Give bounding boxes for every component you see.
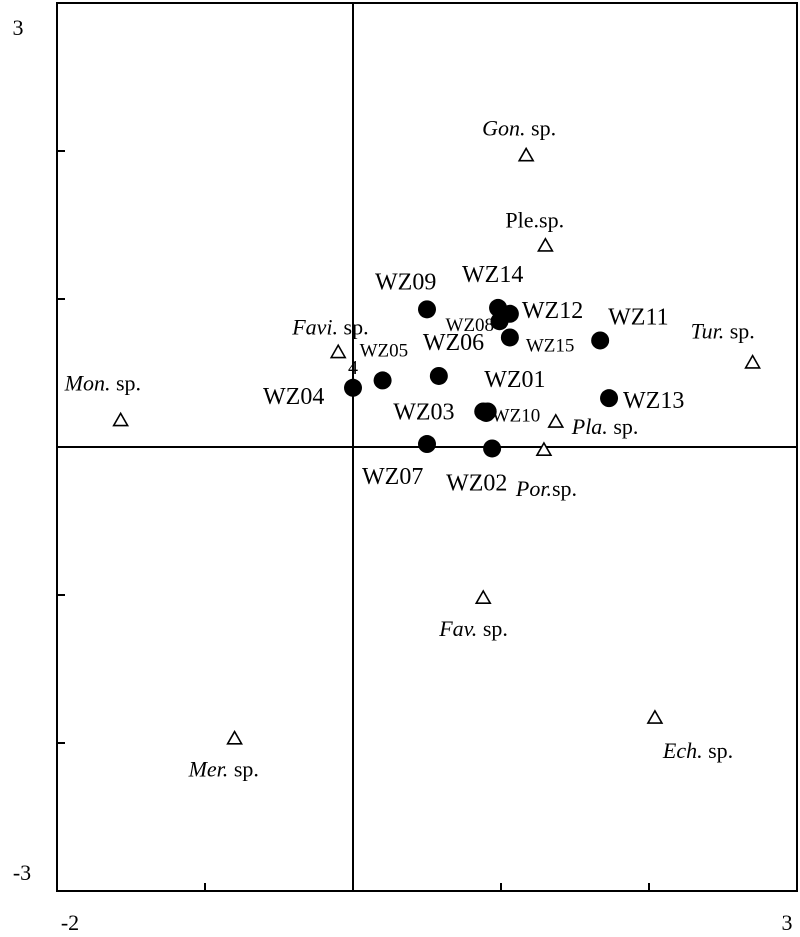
site-point xyxy=(344,378,362,397)
y-tick-label-max: 3 xyxy=(13,15,24,40)
species-point xyxy=(517,146,535,162)
species-point xyxy=(226,729,243,745)
species-label: Mon. sp. xyxy=(64,370,141,395)
species-label: Gon. sp. xyxy=(482,115,556,140)
site-label: WZ06 xyxy=(423,330,484,356)
annotations: 4 xyxy=(348,357,358,379)
x-tick-label-min: -2 xyxy=(61,910,79,935)
site-point xyxy=(600,389,619,408)
site-label: WZ11 xyxy=(608,304,668,330)
site-label: WZ14 xyxy=(462,262,523,288)
y-tick-label-min: -3 xyxy=(13,860,31,885)
site-label: WZ01 xyxy=(484,367,545,393)
species-point xyxy=(112,411,130,427)
site-point xyxy=(418,300,436,319)
species-point xyxy=(329,343,347,359)
site-point xyxy=(478,402,497,421)
species-point xyxy=(547,413,565,428)
site-label: WZ08 xyxy=(446,315,495,336)
species-label: Por.sp. xyxy=(515,476,577,501)
site-point xyxy=(418,435,436,454)
site-label: WZ09 xyxy=(375,269,436,295)
site-point xyxy=(591,331,610,350)
site-point xyxy=(500,328,519,347)
species-point xyxy=(744,354,761,369)
species-label: Ple.sp. xyxy=(505,208,564,233)
species-point xyxy=(535,441,553,457)
site-point xyxy=(429,366,448,385)
species-label: Favi. sp. xyxy=(291,314,368,339)
site-label: WZ15 xyxy=(526,335,575,356)
site-label: WZ03 xyxy=(393,399,454,425)
species-point xyxy=(537,237,554,252)
species-points: Gon. sp. Ple.sp. Favi. sp. Tur. sp. Mon. sp.… xyxy=(64,115,761,782)
site-points: WZ01 WZ02 WZ03 WZ04 WZ05 WZ06 WZ07 WZ08 WZ09 WZ10… xyxy=(263,262,684,497)
site-point xyxy=(489,298,508,317)
x-tick-label-max: 3 xyxy=(782,910,793,935)
species-label: Mer. sp. xyxy=(188,757,259,782)
species-label: Pla. sp. xyxy=(571,414,639,439)
species-point xyxy=(646,709,664,724)
annotation-label: 4 xyxy=(348,357,358,379)
species-point xyxy=(474,589,492,605)
site-label: WZ10 xyxy=(492,405,541,426)
site-label: WZ04 xyxy=(263,384,324,410)
site-point xyxy=(373,371,392,390)
site-point xyxy=(483,439,502,458)
site-label: WZ05 xyxy=(360,340,409,361)
site-label: WZ02 xyxy=(446,470,507,496)
site-label: WZ12 xyxy=(522,298,583,324)
species-label: Fav. sp. xyxy=(438,616,508,641)
species-label: Ech. sp. xyxy=(662,738,733,763)
species-label: Tur. sp. xyxy=(691,319,755,344)
site-label: WZ07 xyxy=(362,464,423,490)
site-label: WZ13 xyxy=(623,388,684,414)
